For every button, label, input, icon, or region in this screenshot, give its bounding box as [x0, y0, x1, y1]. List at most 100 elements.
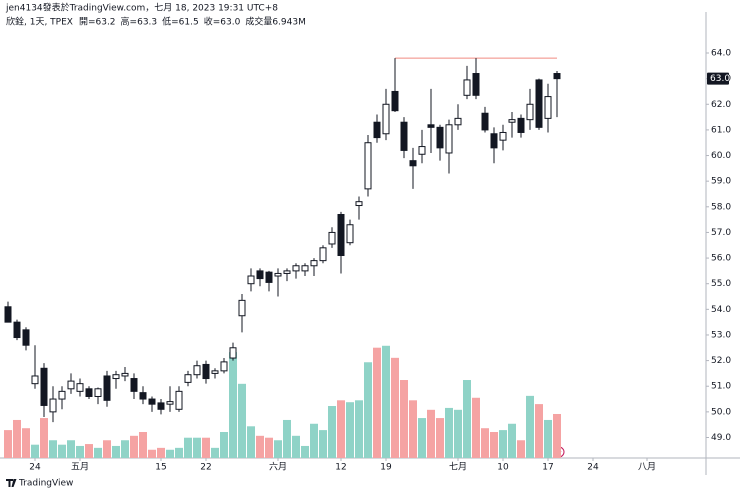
volume-bar: [391, 357, 399, 458]
volume-bar: [130, 435, 138, 458]
volume-bar: [319, 430, 327, 458]
candle-body: [517, 117, 525, 133]
candle-body: [463, 79, 471, 96]
candle-body: [211, 370, 219, 374]
volume-bar: [76, 445, 84, 458]
volume-bar: [346, 402, 354, 458]
volume-bar: [220, 432, 228, 458]
candle-body: [283, 270, 291, 274]
volume-bar: [175, 447, 183, 458]
volume-bar: [58, 444, 66, 458]
y-tick-label: 64.0: [711, 49, 731, 59]
volume-bar: [85, 444, 93, 458]
candle-body: [310, 260, 318, 267]
volume-bar: [31, 444, 39, 458]
volume-bar: [256, 435, 264, 458]
ohlc-legend-item: 低=61.5: [162, 16, 199, 28]
volume-bar: [499, 430, 507, 458]
candle-body: [454, 117, 462, 126]
candle-body: [220, 361, 228, 372]
volume-bar: [490, 432, 498, 458]
brand-logo: [6, 479, 17, 487]
candle-body: [445, 124, 453, 154]
volume-bar: [328, 406, 336, 458]
volume-bar: [4, 430, 12, 458]
candle-body: [157, 402, 165, 410]
y-tick-label: 59.0: [711, 177, 731, 187]
volume-bar: [445, 407, 453, 458]
candle-body: [166, 401, 174, 405]
candle-body: [175, 390, 183, 410]
candle-body: [544, 96, 552, 119]
candle-body: [193, 365, 201, 376]
candle-body: [94, 388, 102, 397]
volume-bar: [292, 435, 300, 458]
candle-body: [67, 380, 75, 390]
volume-bar: [427, 409, 435, 458]
candle-body: [103, 375, 111, 401]
volume-bar: [229, 352, 237, 458]
y-tick-label: 58.0: [711, 202, 731, 212]
candle-body: [553, 73, 561, 80]
candle-body: [301, 265, 309, 272]
volume-bar: [310, 423, 318, 458]
candle-body: [112, 374, 120, 380]
volume-bar: [436, 418, 444, 458]
volume-bar: [382, 345, 390, 458]
candle-body: [472, 73, 480, 96]
volume-bar: [139, 432, 147, 458]
volume-bar: [193, 437, 201, 458]
candle-body: [202, 363, 210, 380]
candle-body: [22, 329, 30, 346]
candle-body: [148, 398, 156, 405]
volume-bar: [157, 447, 165, 458]
candle-body: [382, 103, 390, 135]
volume-bar: [535, 404, 543, 458]
candle-body: [292, 265, 300, 272]
volume-bar: [166, 449, 174, 458]
volume-bar: [283, 419, 291, 458]
candle-body: [418, 146, 426, 155]
y-tick-label: 51.0: [711, 382, 731, 392]
x-tick-label: 19: [380, 463, 392, 473]
volume-bar: [202, 437, 210, 458]
volume-bar: [400, 380, 408, 458]
y-tick-label: 54.0: [711, 305, 731, 315]
x-tick-label: 八月: [638, 462, 656, 473]
x-tick-label: 12: [335, 463, 346, 473]
volume-bar: [373, 347, 381, 458]
candle-body: [121, 372, 129, 377]
candle-body: [31, 375, 39, 385]
candle-body: [427, 124, 435, 128]
volume-bar: [265, 437, 273, 458]
x-tick-label: 七月: [449, 462, 467, 473]
candle-body: [499, 131, 507, 141]
volume-bar: [13, 419, 21, 458]
candle-body: [364, 142, 372, 190]
candle-body: [436, 126, 444, 149]
symbol-label: 欣銓, 1天, TPEX: [6, 16, 73, 28]
y-tick-label: 60.0: [711, 151, 731, 161]
volume-bar: [418, 418, 426, 458]
candle-body: [85, 388, 93, 397]
y-tick-label: 57.0: [711, 228, 731, 238]
volume-bar: [454, 409, 462, 458]
volume-bar: [553, 413, 561, 458]
y-tick-label: 50.0: [711, 407, 731, 417]
volume-bar: [301, 445, 309, 458]
ohlc-legend-item: 高=63.3: [121, 16, 158, 28]
chart-title: jen4134發表於TradingView.com，七月 18, 2023 19…: [5, 2, 278, 14]
candle-body: [328, 231, 336, 245]
candle-body: [265, 271, 273, 283]
candle-body: [229, 347, 237, 359]
volume-bar: [355, 400, 363, 458]
volume-bar: [103, 440, 111, 458]
candle-body: [184, 374, 192, 383]
volume-bar: [67, 440, 75, 458]
candle-body: [526, 103, 534, 121]
y-tick-label: 62.0: [711, 100, 731, 110]
x-tick-label: 10: [497, 463, 509, 473]
volume-bar: [544, 419, 552, 458]
price-label: 63.0: [710, 74, 730, 84]
